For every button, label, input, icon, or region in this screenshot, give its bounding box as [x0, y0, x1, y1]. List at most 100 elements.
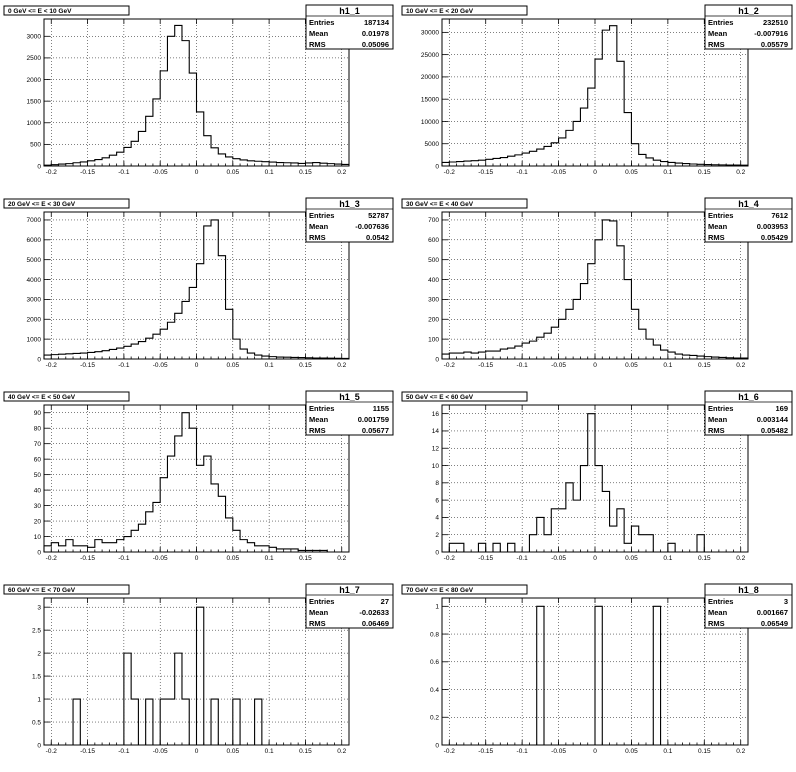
- histogram-bin: [639, 154, 646, 166]
- histogram-bin: [478, 543, 485, 552]
- y-tick-label: 4: [435, 515, 439, 522]
- histogram-bin: [573, 121, 580, 166]
- x-tick-label: 0.2: [337, 362, 346, 369]
- histogram-bin: [204, 226, 211, 359]
- y-tick-label: 70: [34, 441, 42, 448]
- x-tick-label: -0.2: [444, 362, 456, 369]
- x-tick-label: -0.15: [80, 362, 95, 369]
- y-tick-label: 60: [34, 456, 42, 463]
- stats-entries-value: 232510: [763, 18, 788, 27]
- histogram-bin: [204, 456, 211, 552]
- histogram-bin: [218, 496, 225, 552]
- histogram-bin: [639, 329, 646, 359]
- histogram-bin: [551, 143, 558, 166]
- stats-histogram-name: h1_7: [339, 585, 360, 595]
- histogram-bin: [537, 517, 544, 552]
- histogram-bin: [240, 540, 247, 552]
- histogram-bin: [146, 116, 153, 166]
- histogram-bin: [233, 339, 240, 359]
- histogram-bin: [189, 287, 196, 359]
- histogram-bin: [182, 301, 189, 359]
- stats-rms-label: RMS: [309, 426, 326, 435]
- x-tick-label: -0.15: [478, 169, 493, 176]
- histogram-title-box: [3, 391, 130, 402]
- histogram-bin: [51, 355, 58, 359]
- x-tick-label: -0.1: [118, 555, 130, 562]
- y-tick-label: 400: [428, 277, 439, 284]
- x-tick-label: -0.2: [46, 555, 58, 562]
- histogram-bin: [167, 456, 174, 552]
- histogram-bin: [595, 606, 602, 745]
- y-tick-label: 600: [428, 237, 439, 244]
- histogram-bin: [218, 256, 225, 359]
- x-tick-label: 0: [195, 169, 199, 176]
- histogram-bin: [646, 535, 653, 552]
- histogram-bin: [544, 333, 551, 359]
- histogram-bin: [211, 220, 218, 359]
- histogram-bin: [59, 546, 66, 552]
- x-tick-label: 0.05: [625, 748, 638, 755]
- x-tick-label: 0.2: [736, 362, 745, 369]
- histogram-bin: [551, 327, 558, 359]
- histogram-bin: [508, 348, 515, 359]
- y-tick-label: 5000: [425, 141, 440, 148]
- x-tick-label: 0.1: [663, 555, 672, 562]
- stats-rms-value: 0.05579: [761, 40, 788, 49]
- histogram-bin: [457, 543, 464, 552]
- histogram-bin: [226, 157, 233, 166]
- histogram-bin: [73, 699, 80, 745]
- stats-rms-label: RMS: [708, 40, 725, 49]
- histogram-bin: [233, 530, 240, 552]
- stats-entries-value: 187134: [364, 18, 390, 27]
- y-tick-label: 0.8: [430, 631, 439, 638]
- histogram-bin: [442, 162, 449, 166]
- histogram-line-h1-1: [43, 24, 350, 166]
- x-tick-label: 0: [593, 362, 597, 369]
- histogram-panel-h1-8: -0.2 -0.15 -0.1 -0.05 0 0.05 0.1 0.15 0.2 0 0.2 0.4…: [401, 583, 793, 755]
- stats-rms-label: RMS: [708, 233, 725, 242]
- histogram-bin: [247, 161, 254, 166]
- histogram-bin: [73, 546, 80, 552]
- y-tick-label: 0: [37, 742, 41, 749]
- histogram-bin: [631, 309, 638, 359]
- histogram-title: 0 GeV <= E < 10 GeV: [8, 8, 72, 15]
- histogram-bin: [124, 653, 131, 745]
- x-tick-label: -0.05: [153, 169, 168, 176]
- histogram-bin: [233, 699, 240, 745]
- histogram-bin: [117, 540, 124, 552]
- histogram-bin: [610, 26, 617, 166]
- stats-entries-label: Entries: [708, 211, 733, 220]
- histogram-bin: [595, 59, 602, 166]
- y-tick-label: 20000: [421, 74, 439, 81]
- y-tick-label: 0: [435, 356, 439, 363]
- x-tick-label: 0.15: [299, 555, 312, 562]
- histogram-line-h1-5: [43, 412, 349, 553]
- histogram-bin: [44, 355, 51, 359]
- histogram-bin: [529, 341, 536, 359]
- stats-histogram-name: h1_8: [738, 585, 759, 595]
- histogram-bin: [486, 159, 493, 166]
- y-tick-label: 8: [435, 480, 439, 487]
- stats-histogram-name: h1_2: [738, 6, 759, 16]
- y-tick-label: 0: [435, 742, 439, 749]
- histogram-bin: [269, 547, 276, 552]
- stats-entries-label: Entries: [708, 597, 733, 606]
- histogram-bin: [442, 354, 449, 359]
- histogram-bin: [617, 246, 624, 359]
- histogram-bin: [617, 509, 624, 552]
- histogram-title: 60 GeV <= E < 70 GeV: [8, 587, 76, 594]
- stats-entries-value: 7612: [771, 211, 788, 220]
- histogram-bin: [646, 158, 653, 166]
- x-tick-label: 0.2: [736, 555, 745, 562]
- y-tick-label: 500: [428, 257, 439, 264]
- x-tick-label: -0.05: [551, 555, 566, 562]
- histogram-title: 50 GeV <= E < 60 GeV: [406, 394, 474, 401]
- stats-rms-label: RMS: [708, 619, 725, 628]
- y-tick-label: 0: [435, 549, 439, 556]
- x-tick-label: 0.05: [226, 748, 239, 755]
- histogram-bin: [197, 264, 204, 359]
- histogram-bin: [211, 148, 218, 166]
- stats-rms-label: RMS: [309, 40, 326, 49]
- stats-rms-label: RMS: [309, 619, 326, 628]
- x-tick-label: -0.1: [118, 362, 130, 369]
